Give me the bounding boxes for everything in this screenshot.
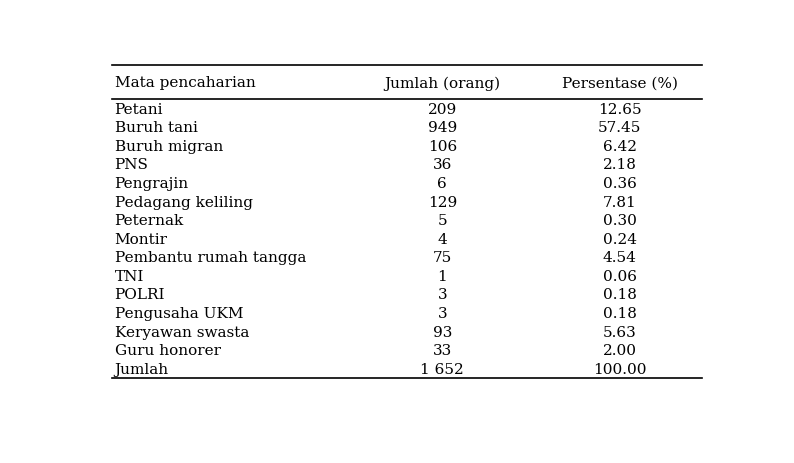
Text: 0.24: 0.24 [603, 232, 637, 246]
Text: 2.18: 2.18 [603, 158, 637, 172]
Text: POLRI: POLRI [114, 288, 165, 302]
Text: 6.42: 6.42 [603, 139, 637, 153]
Text: Mata pencaharian: Mata pencaharian [114, 76, 256, 90]
Text: Peternak: Peternak [114, 213, 184, 228]
Text: PNS: PNS [114, 158, 148, 172]
Text: 1: 1 [437, 269, 447, 283]
Text: 3: 3 [437, 288, 447, 302]
Text: Keryawan swasta: Keryawan swasta [114, 325, 249, 339]
Text: Pengusaha UKM: Pengusaha UKM [114, 307, 243, 320]
Text: Petani: Petani [114, 102, 163, 116]
Text: 100.00: 100.00 [593, 362, 646, 376]
Text: 129: 129 [428, 195, 457, 209]
Text: Buruh tani: Buruh tani [114, 121, 198, 135]
Text: 6: 6 [437, 176, 447, 191]
Text: TNI: TNI [114, 269, 144, 283]
Text: 2.00: 2.00 [603, 344, 637, 357]
Text: Pembantu rumah tangga: Pembantu rumah tangga [114, 251, 306, 265]
Text: 0.30: 0.30 [603, 213, 637, 228]
Text: 5.63: 5.63 [603, 325, 637, 339]
Text: 0.36: 0.36 [603, 176, 637, 191]
Text: Persentase (%): Persentase (%) [561, 76, 677, 90]
Text: 57.45: 57.45 [598, 121, 642, 135]
Text: Pengrajin: Pengrajin [114, 176, 189, 191]
Text: 0.06: 0.06 [603, 269, 637, 283]
Text: 75: 75 [433, 251, 452, 265]
Text: 4.54: 4.54 [603, 251, 637, 265]
Text: 12.65: 12.65 [598, 102, 642, 116]
Text: 3: 3 [437, 307, 447, 320]
Text: 0.18: 0.18 [603, 288, 637, 302]
Text: Jumlah: Jumlah [114, 362, 169, 376]
Text: 106: 106 [428, 139, 457, 153]
Text: 1 652: 1 652 [421, 362, 464, 376]
Text: 5: 5 [437, 213, 447, 228]
Text: 4: 4 [437, 232, 447, 246]
Text: 7.81: 7.81 [603, 195, 637, 209]
Text: Pedagang keliling: Pedagang keliling [114, 195, 252, 209]
Text: Montir: Montir [114, 232, 168, 246]
Text: 33: 33 [433, 344, 452, 357]
Text: 0.18: 0.18 [603, 307, 637, 320]
Text: 949: 949 [428, 121, 457, 135]
Text: Buruh migran: Buruh migran [114, 139, 223, 153]
Text: 93: 93 [433, 325, 452, 339]
Text: 36: 36 [433, 158, 452, 172]
Text: Jumlah (orang): Jumlah (orang) [384, 76, 500, 90]
Text: Guru honorer: Guru honorer [114, 344, 221, 357]
Text: 209: 209 [428, 102, 457, 116]
